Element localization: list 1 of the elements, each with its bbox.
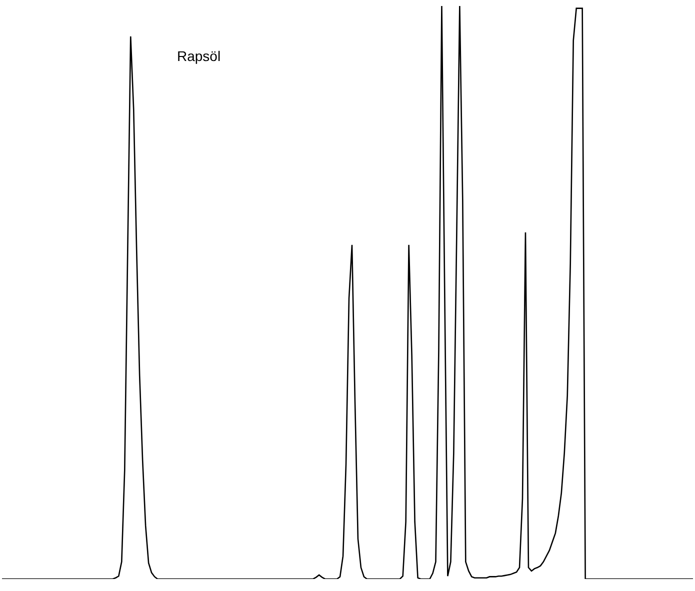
annotation: Rapsöl [177,48,221,64]
